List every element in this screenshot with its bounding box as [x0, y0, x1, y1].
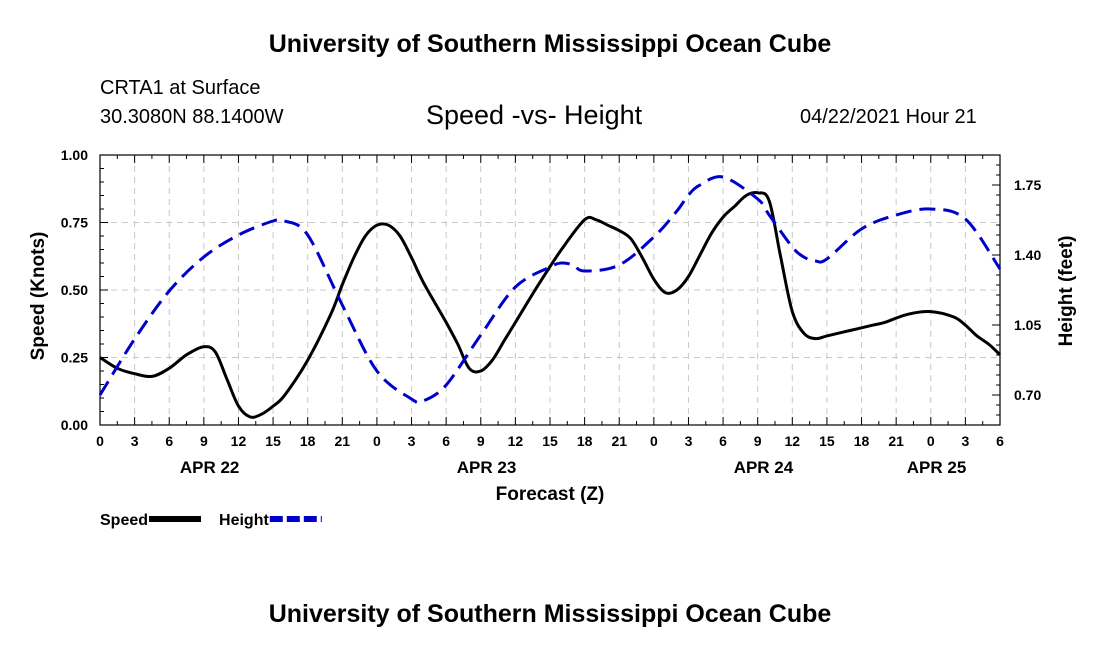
x-tick-label: 18	[300, 433, 316, 449]
x-axis-title: Forecast (Z)	[496, 484, 605, 505]
x-tick-label: 21	[888, 433, 904, 449]
x-tick-label: 15	[542, 433, 558, 449]
y-tick-label: 1.00	[61, 147, 88, 163]
x-tick-label: 0	[373, 433, 381, 449]
footer-title: University of Southern Mississippi Ocean…	[268, 600, 832, 628]
y2-axis-title: Height (feet)	[1056, 236, 1077, 347]
x-tick-label: 15	[819, 433, 835, 449]
x-tick-label: 0	[650, 433, 658, 449]
x-tick-label: 9	[477, 433, 485, 449]
x-date-label: APR 23	[457, 458, 517, 477]
y-tick-label: 0.00	[61, 417, 88, 433]
x-tick-label: 9	[200, 433, 208, 449]
x-tick-label: 12	[508, 433, 524, 449]
x-tick-label: 21	[611, 433, 627, 449]
x-tick-label: 3	[961, 433, 969, 449]
y2-tick-label: 1.40	[1014, 247, 1041, 263]
y2-tick-label: 0.70	[1014, 387, 1041, 403]
x-tick-label: 6	[996, 433, 1004, 449]
forecast-datetime: 04/22/2021 Hour 21	[800, 106, 977, 128]
x-tick-label: 18	[854, 433, 870, 449]
station-name: CRTA1 at Surface	[100, 77, 261, 99]
x-tick-label: 15	[265, 433, 281, 449]
x-tick-label: 3	[685, 433, 693, 449]
y-tick-label: 0.75	[61, 215, 88, 231]
y-tick-label: 0.50	[61, 282, 88, 298]
x-tick-label: 0	[96, 433, 104, 449]
y2-tick-label: 1.05	[1014, 317, 1041, 333]
legend-label-speed: Speed	[100, 512, 148, 529]
series-line-speed	[99, 191, 1002, 419]
y2-tick-label: 1.75	[1014, 177, 1041, 193]
x-tick-label: 12	[231, 433, 247, 449]
x-tick-label: 18	[577, 433, 593, 449]
page-title: University of Southern Mississippi Ocean…	[268, 30, 832, 58]
x-tick-label: 6	[719, 433, 727, 449]
x-date-label: APR 25	[907, 458, 967, 477]
station-coordinates: 30.3080N 88.1400W	[100, 106, 284, 128]
chart-title: Speed -vs- Height	[426, 100, 643, 130]
x-tick-label: 0	[927, 433, 935, 449]
x-tick-label: 6	[442, 433, 450, 449]
x-date-label: APR 24	[734, 458, 794, 477]
x-tick-label: 12	[785, 433, 801, 449]
x-tick-label: 9	[754, 433, 762, 449]
x-tick-label: 3	[408, 433, 416, 449]
legend-label-height: Height	[219, 512, 269, 529]
x-tick-label: 6	[165, 433, 173, 449]
series-line-height	[98, 175, 1002, 405]
x-tick-label: 3	[131, 433, 139, 449]
x-tick-label: 21	[335, 433, 351, 449]
y-tick-label: 0.25	[61, 350, 88, 366]
x-date-label: APR 22	[180, 458, 240, 477]
y-axis-title: Speed (Knots)	[28, 232, 49, 361]
